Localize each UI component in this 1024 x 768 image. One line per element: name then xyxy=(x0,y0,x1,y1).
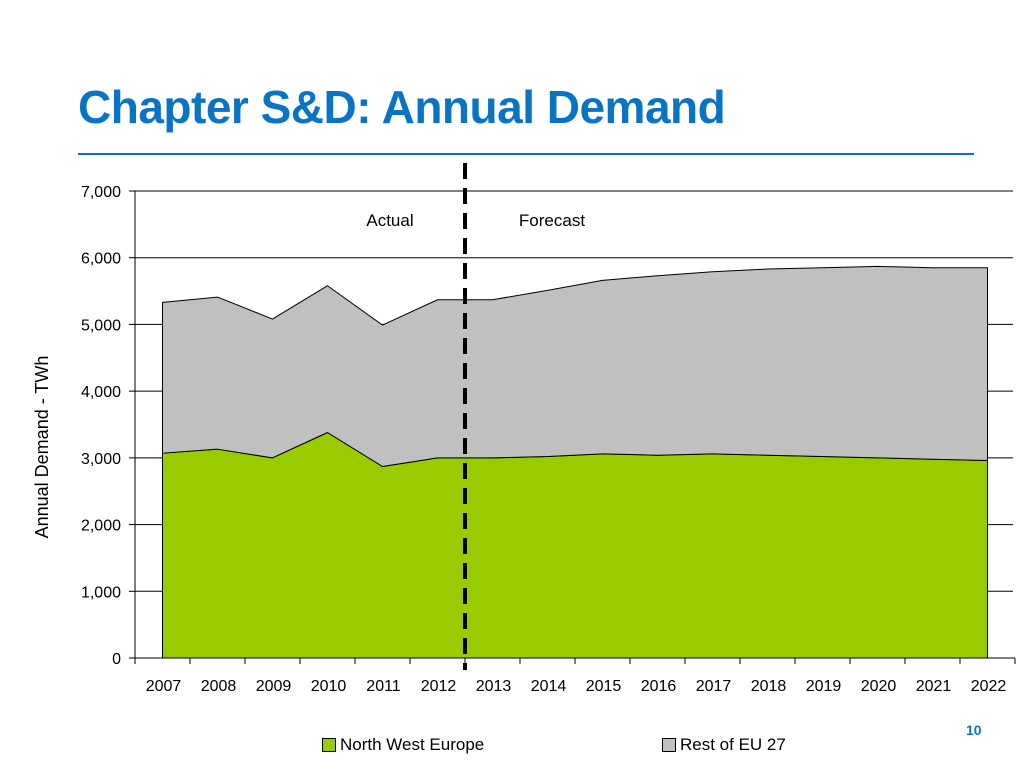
y-tick-label-1000: 1,000 xyxy=(81,584,121,601)
x-tick-labels: 2007 2008 2009 2010 2011 2012 2013 2014 2015 2016… xyxy=(146,678,1007,695)
x-tick-label-2009: 2009 xyxy=(256,678,292,695)
x-tick-label-2014: 2014 xyxy=(531,678,567,695)
y-tick-label-2000: 2,000 xyxy=(81,518,121,535)
x-tick-label-2010: 2010 xyxy=(311,678,347,695)
x-tick-label-2015: 2015 xyxy=(586,678,622,695)
legend-label-north-west-europe: North West Europe xyxy=(340,735,485,754)
y-tick-label-0: 0 xyxy=(112,651,121,668)
legend: North West Europe Rest of EU 27 xyxy=(0,735,1024,757)
legend-item-rest-of-eu-27: Rest of EU 27 xyxy=(662,735,786,755)
x-tick-label-2020: 2020 xyxy=(861,678,897,695)
x-tick-label-2016: 2016 xyxy=(641,678,677,695)
y-tick-label-5000: 5,000 xyxy=(81,317,121,334)
legend-label-rest-of-eu-27: Rest of EU 27 xyxy=(680,735,786,754)
y-tick-label-3000: 3,000 xyxy=(81,451,121,468)
x-tick-label-2007: 2007 xyxy=(146,678,182,695)
y-tick-labels: 0 1,000 2,000 3,000 4,000 5,000 6,000 7,000 xyxy=(81,184,121,668)
page-number: 10 xyxy=(966,722,982,738)
y-tick-label-4000: 4,000 xyxy=(81,384,121,401)
slide-title: Chapter S&D: Annual Demand xyxy=(78,81,726,133)
x-tick-label-2011: 2011 xyxy=(366,678,401,695)
x-tick-label-2019: 2019 xyxy=(806,678,842,695)
y-tick-label-7000: 7,000 xyxy=(81,184,121,201)
x-tick-label-2013: 2013 xyxy=(476,678,512,695)
area-north-west-europe xyxy=(162,432,988,659)
x-tick-label-2017: 2017 xyxy=(696,678,732,695)
legend-swatch-north-west-europe xyxy=(322,738,336,752)
annotation-actual: Actual xyxy=(366,211,413,230)
legend-item-north-west-europe: North West Europe xyxy=(322,735,484,755)
area-series xyxy=(162,265,988,659)
x-tick-label-2021: 2021 xyxy=(916,678,952,695)
legend-swatch-rest-of-eu-27 xyxy=(662,738,676,752)
y-axis-label: Annual Demand - TWh xyxy=(32,356,52,539)
area-rest-of-eu-27 xyxy=(162,265,988,468)
x-tick-label-2012: 2012 xyxy=(421,678,457,695)
x-tick-label-2008: 2008 xyxy=(201,678,237,695)
x-tick-label-2022: 2022 xyxy=(971,678,1007,695)
y-tick-label-6000: 6,000 xyxy=(81,251,121,268)
title-rule xyxy=(78,153,974,155)
axes xyxy=(129,190,1016,664)
x-tick-label-2018: 2018 xyxy=(751,678,787,695)
annotation-forecast: Forecast xyxy=(519,211,585,230)
